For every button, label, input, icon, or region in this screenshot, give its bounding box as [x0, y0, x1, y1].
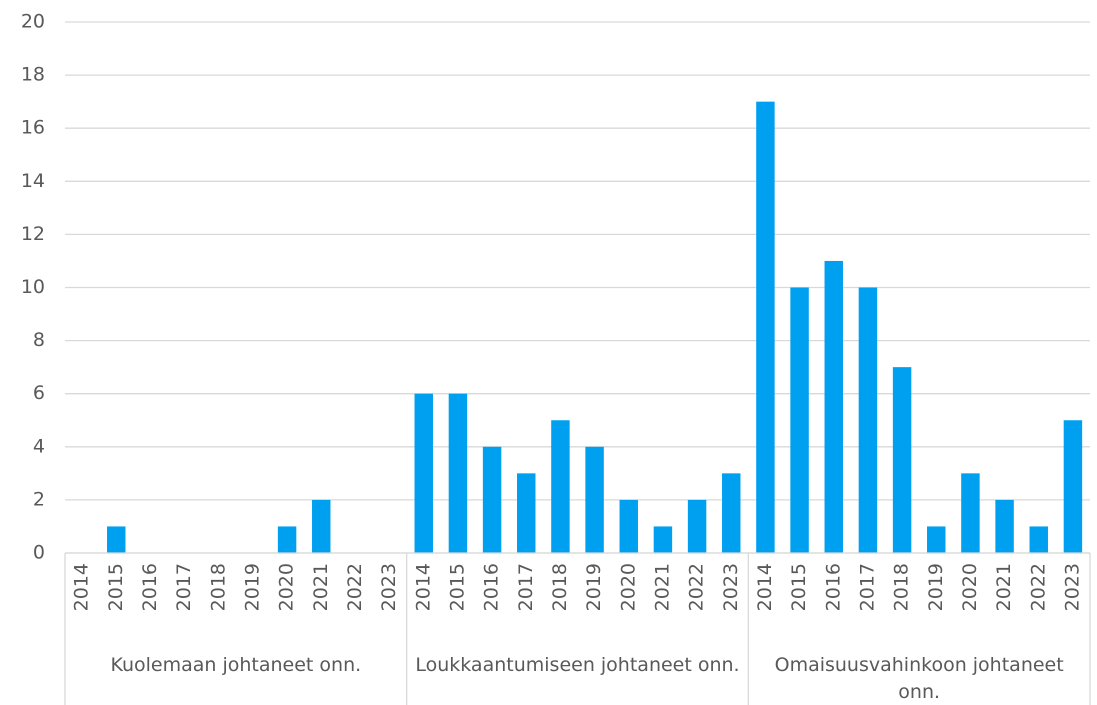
bar — [107, 526, 126, 553]
group-label: Omaisuusvahinkoon johtaneet onn. — [774, 654, 1064, 703]
bar — [927, 526, 946, 553]
x-tick-label: 2016 — [481, 563, 503, 611]
bar — [1063, 420, 1083, 553]
bar — [858, 287, 878, 553]
x-tick-label: 2015 — [105, 563, 127, 611]
x-tick-label: 2016 — [139, 563, 161, 611]
y-tick-label: 12 — [21, 223, 45, 245]
bar — [312, 499, 331, 553]
x-tick-label: 2021 — [651, 563, 673, 611]
x-tick-label: 2023 — [378, 563, 400, 611]
bar — [1029, 526, 1048, 553]
group-label: Kuolemaan johtaneet onn. — [110, 654, 362, 676]
bar — [277, 526, 297, 553]
bar — [722, 473, 741, 553]
x-tick-label: 2017 — [515, 563, 537, 611]
x-tick-label: 2019 — [241, 563, 263, 611]
x-tick-label: 2023 — [1061, 563, 1083, 611]
x-tick-label: 2019 — [925, 563, 947, 611]
x-tick-label: 2021 — [993, 563, 1015, 611]
x-tick-label: 2014 — [754, 563, 776, 611]
x-tick-label: 2022 — [686, 563, 708, 611]
y-tick-label: 8 — [33, 329, 45, 351]
x-tick-label: 2023 — [720, 563, 742, 611]
y-tick-label: 20 — [21, 11, 45, 33]
x-tick-label: 2017 — [856, 563, 878, 611]
x-tick-label: 2018 — [549, 563, 571, 611]
x-tick-label: 2018 — [207, 563, 229, 611]
y-tick-label: 16 — [21, 117, 45, 139]
x-tick-label: 2015 — [446, 563, 468, 611]
group-label: Loukkaantumiseen johtaneet onn. — [415, 654, 740, 676]
bar — [619, 499, 638, 553]
x-tick-label: 2014 — [412, 563, 434, 611]
x-tick-label: 2014 — [71, 563, 93, 611]
bar — [824, 260, 843, 553]
x-tick-label: 2020 — [617, 563, 639, 611]
y-tick-label: 0 — [33, 542, 45, 564]
y-tick-label: 4 — [33, 435, 45, 457]
x-tick-label: 2020 — [276, 563, 298, 611]
x-tick-label: 2018 — [891, 563, 913, 611]
y-tick-label: 6 — [33, 382, 45, 404]
bar — [687, 499, 707, 553]
bar — [585, 446, 604, 553]
bar — [414, 393, 433, 553]
bar — [961, 473, 980, 553]
bar — [892, 367, 912, 553]
x-tick-label: 2021 — [310, 563, 332, 611]
x-tick-label: 2022 — [344, 563, 366, 611]
x-tick-label: 2019 — [583, 563, 605, 611]
x-tick-label: 2016 — [822, 563, 844, 611]
x-tick-label: 2020 — [959, 563, 981, 611]
bar — [551, 420, 570, 553]
bar — [517, 473, 536, 553]
bar — [756, 101, 775, 554]
bar — [653, 526, 673, 553]
y-tick-label: 18 — [21, 64, 45, 86]
y-tick-label: 10 — [21, 276, 45, 298]
bar — [995, 499, 1014, 553]
bar — [790, 287, 809, 553]
bar — [448, 393, 468, 553]
x-tick-label: 2015 — [788, 563, 810, 611]
bar — [482, 446, 502, 553]
y-tick-label: 14 — [21, 170, 45, 192]
y-tick-label: 2 — [33, 488, 45, 510]
x-tick-label: 2022 — [1027, 563, 1049, 611]
x-tick-label: 2017 — [173, 563, 195, 611]
